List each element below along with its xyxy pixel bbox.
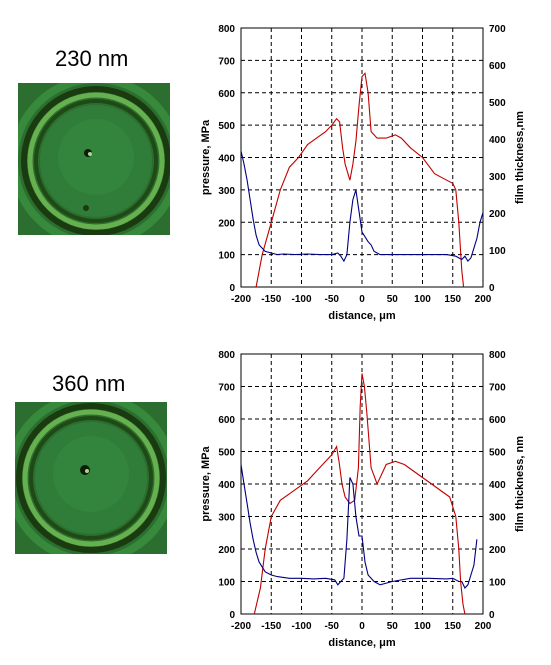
y-left-tick-label: 200 bbox=[218, 218, 235, 229]
y-left-tick-label: 800 bbox=[218, 24, 235, 35]
y-right-tick-label: 300 bbox=[489, 172, 506, 183]
y-left-tick-label: 800 bbox=[218, 350, 235, 361]
y-left-tick-label: 600 bbox=[218, 89, 235, 100]
y-right-tick-label: 500 bbox=[489, 98, 506, 109]
y-left-tick-label: 300 bbox=[218, 513, 235, 524]
y-left-tick-label: 500 bbox=[218, 121, 235, 132]
plot-frame bbox=[240, 353, 484, 615]
y-left-axis-label: pressure, MPa bbox=[200, 446, 212, 522]
y-left-tick-label: 400 bbox=[218, 154, 235, 165]
y-right-tick-label: 300 bbox=[489, 513, 506, 524]
y-left-tick-label: 400 bbox=[218, 480, 235, 491]
y-right-tick-label: 500 bbox=[489, 448, 506, 459]
interferogram-drawing-2 bbox=[15, 402, 167, 554]
y-left-axis-label: pressure, MPa bbox=[200, 119, 212, 195]
film-thickness-series-line bbox=[240, 150, 484, 263]
x-tick-label: 200 bbox=[475, 294, 492, 305]
x-tick-label: 100 bbox=[414, 294, 431, 305]
interferogram-image-1 bbox=[18, 83, 170, 235]
x-tick-label: -100 bbox=[291, 294, 311, 305]
y-left-tick-label: 700 bbox=[218, 56, 235, 67]
y-right-tick-label: 200 bbox=[489, 545, 506, 556]
panel-2-label: 360 nm bbox=[52, 371, 126, 396]
x-tick-label: 0 bbox=[359, 621, 365, 632]
y-right-tick-label: 0 bbox=[489, 610, 495, 621]
pressure-series-line bbox=[255, 72, 465, 288]
x-tick-label: 100 bbox=[414, 621, 431, 632]
y-right-tick-label: 400 bbox=[489, 135, 506, 146]
y-left-tick-label: 200 bbox=[218, 545, 235, 556]
interferogram-drawing-1 bbox=[18, 83, 170, 235]
x-tick-label: 150 bbox=[444, 294, 461, 305]
y-right-tick-label: 800 bbox=[489, 350, 506, 361]
y-right-tick-label: 100 bbox=[489, 246, 506, 257]
y-left-tick-label: 700 bbox=[218, 383, 235, 394]
x-tick-label: 50 bbox=[387, 621, 399, 632]
pressure-series-line bbox=[253, 373, 466, 615]
y-right-tick-label: 600 bbox=[489, 415, 506, 426]
y-right-tick-label: 400 bbox=[489, 480, 506, 491]
y-left-tick-label: 300 bbox=[218, 186, 235, 197]
x-axis-label: distance, μm bbox=[328, 637, 395, 649]
y-right-tick-label: 600 bbox=[489, 61, 506, 72]
x-tick-label: -50 bbox=[325, 621, 340, 632]
interferogram-image-2 bbox=[15, 402, 167, 554]
y-left-tick-label: 0 bbox=[229, 283, 235, 294]
y-right-axis-label: film thickness,nm bbox=[514, 111, 526, 204]
y-right-axis-label: film thickness, nm bbox=[514, 436, 526, 532]
plot-frame bbox=[240, 27, 484, 288]
y-right-tick-label: 100 bbox=[489, 578, 506, 589]
x-tick-label: -150 bbox=[261, 294, 281, 305]
x-tick-label: 150 bbox=[444, 621, 461, 632]
y-left-tick-label: 600 bbox=[218, 415, 235, 426]
x-tick-label: -50 bbox=[325, 294, 340, 305]
x-tick-label: 200 bbox=[475, 621, 492, 632]
x-tick-label: -200 bbox=[231, 621, 251, 632]
y-right-tick-label: 0 bbox=[489, 283, 495, 294]
x-tick-label: -200 bbox=[231, 294, 251, 305]
y-right-tick-label: 700 bbox=[489, 24, 506, 35]
y-left-tick-label: 100 bbox=[218, 251, 235, 262]
y-left-tick-label: 500 bbox=[218, 448, 235, 459]
y-left-tick-label: 0 bbox=[229, 610, 235, 621]
panel-1-label: 230 nm bbox=[55, 46, 129, 71]
y-left-tick-label: 100 bbox=[218, 578, 235, 589]
y-right-tick-label: 200 bbox=[489, 209, 506, 220]
x-tick-label: -150 bbox=[261, 621, 281, 632]
y-right-tick-label: 700 bbox=[489, 383, 506, 394]
x-tick-label: 0 bbox=[359, 294, 365, 305]
x-axis-label: distance, μm bbox=[328, 310, 395, 322]
film-thickness-series-line bbox=[240, 464, 478, 589]
x-tick-label: -100 bbox=[291, 621, 311, 632]
x-tick-label: 50 bbox=[387, 294, 399, 305]
